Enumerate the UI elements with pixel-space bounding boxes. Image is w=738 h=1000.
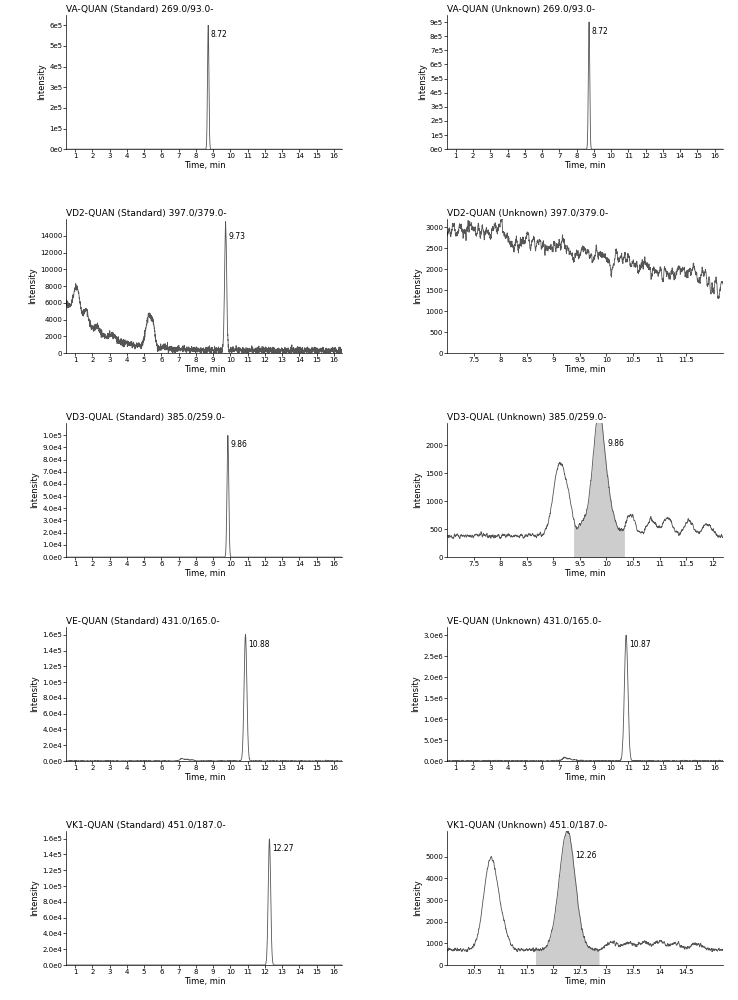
Text: VD2-QUAN (Standard) 397.0/379.0-: VD2-QUAN (Standard) 397.0/379.0- xyxy=(66,209,227,218)
Text: 9.86: 9.86 xyxy=(607,439,624,448)
Text: VD3-QUAL (Standard) 385.0/259.0-: VD3-QUAL (Standard) 385.0/259.0- xyxy=(66,413,225,422)
Y-axis label: Intensity: Intensity xyxy=(30,676,39,712)
Y-axis label: Intensity: Intensity xyxy=(30,472,39,508)
Text: 9.73: 9.73 xyxy=(228,232,245,241)
Text: VK1-QUAN (Standard) 451.0/187.0-: VK1-QUAN (Standard) 451.0/187.0- xyxy=(66,821,226,830)
Y-axis label: Intensity: Intensity xyxy=(413,268,422,304)
Text: 12.26: 12.26 xyxy=(575,851,596,860)
Text: VD3-QUAL (Unknown) 385.0/259.0-: VD3-QUAL (Unknown) 385.0/259.0- xyxy=(447,413,607,422)
X-axis label: Time, min: Time, min xyxy=(184,161,225,170)
Y-axis label: Intensity: Intensity xyxy=(30,880,39,916)
Y-axis label: Intensity: Intensity xyxy=(411,676,421,712)
X-axis label: Time, min: Time, min xyxy=(184,977,225,986)
Text: VE-QUAN (Standard) 431.0/165.0-: VE-QUAN (Standard) 431.0/165.0- xyxy=(66,617,220,626)
X-axis label: Time, min: Time, min xyxy=(565,161,606,170)
Text: VA-QUAN (Standard) 269.0/93.0-: VA-QUAN (Standard) 269.0/93.0- xyxy=(66,5,214,14)
X-axis label: Time, min: Time, min xyxy=(565,365,606,374)
Text: VK1-QUAN (Unknown) 451.0/187.0-: VK1-QUAN (Unknown) 451.0/187.0- xyxy=(447,821,607,830)
Text: 8.72: 8.72 xyxy=(592,27,608,36)
Y-axis label: Intensity: Intensity xyxy=(37,64,46,100)
Text: 10.88: 10.88 xyxy=(248,640,269,649)
Y-axis label: Intensity: Intensity xyxy=(418,64,427,100)
X-axis label: Time, min: Time, min xyxy=(184,569,225,578)
X-axis label: Time, min: Time, min xyxy=(184,365,225,374)
Text: VE-QUAN (Unknown) 431.0/165.0-: VE-QUAN (Unknown) 431.0/165.0- xyxy=(447,617,601,626)
X-axis label: Time, min: Time, min xyxy=(565,977,606,986)
Y-axis label: Intensity: Intensity xyxy=(28,268,37,304)
Text: 9.86: 9.86 xyxy=(230,440,247,449)
Text: 10.87: 10.87 xyxy=(629,640,650,649)
Text: VA-QUAN (Unknown) 269.0/93.0-: VA-QUAN (Unknown) 269.0/93.0- xyxy=(447,5,596,14)
Y-axis label: Intensity: Intensity xyxy=(413,880,422,916)
Text: 8.72: 8.72 xyxy=(211,30,227,39)
X-axis label: Time, min: Time, min xyxy=(565,773,606,782)
X-axis label: Time, min: Time, min xyxy=(565,569,606,578)
Y-axis label: Intensity: Intensity xyxy=(413,472,422,508)
Text: VD2-QUAN (Unknown) 397.0/379.0-: VD2-QUAN (Unknown) 397.0/379.0- xyxy=(447,209,609,218)
Text: 12.27: 12.27 xyxy=(272,844,294,853)
X-axis label: Time, min: Time, min xyxy=(184,773,225,782)
